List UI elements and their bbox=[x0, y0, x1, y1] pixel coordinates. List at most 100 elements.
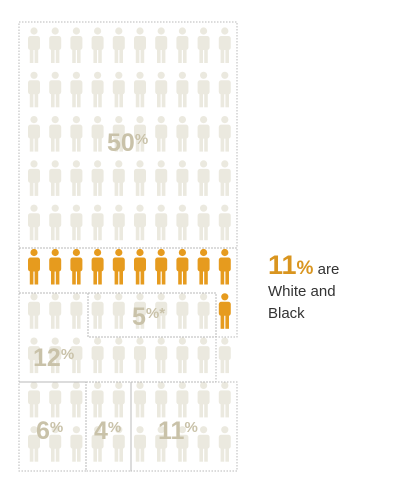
person-icon-highlight bbox=[91, 248, 104, 285]
person-icon bbox=[197, 337, 210, 374]
person-icon bbox=[197, 426, 210, 462]
person-icon bbox=[28, 337, 40, 374]
person-icon bbox=[28, 293, 40, 329]
person-icon bbox=[28, 426, 40, 462]
segment-label: 11% bbox=[158, 417, 198, 445]
person-icon bbox=[197, 160, 210, 196]
person-icon bbox=[28, 204, 40, 241]
segment-label: 12% bbox=[33, 344, 74, 372]
person-icon-highlight bbox=[70, 248, 83, 285]
segment-label: 6% bbox=[36, 417, 63, 445]
person-icon bbox=[91, 381, 104, 418]
person-icon bbox=[91, 293, 104, 329]
person-icon bbox=[28, 160, 40, 196]
person-icon bbox=[218, 337, 231, 374]
person-icon bbox=[134, 27, 146, 63]
segment-label: 5%* bbox=[132, 303, 165, 331]
person-icon bbox=[70, 160, 83, 196]
person-icon bbox=[49, 116, 62, 152]
person-icon bbox=[155, 27, 168, 63]
person-icon-highlight bbox=[28, 248, 40, 285]
person-icon bbox=[49, 160, 62, 196]
person-icon bbox=[112, 116, 125, 152]
person-icon bbox=[112, 381, 125, 418]
person-icon bbox=[134, 381, 146, 418]
person-icon bbox=[28, 71, 40, 108]
person-icon bbox=[91, 27, 104, 63]
person-icon bbox=[155, 160, 168, 196]
person-icon bbox=[91, 71, 104, 108]
segment-outline bbox=[18, 21, 238, 249]
person-icon bbox=[155, 381, 168, 418]
person-icon-highlight bbox=[49, 248, 62, 285]
person-icon bbox=[91, 204, 104, 241]
person-icon bbox=[112, 160, 125, 196]
person-icon bbox=[134, 426, 146, 462]
person-icon bbox=[112, 426, 125, 462]
person-icon bbox=[70, 71, 83, 108]
person-icon bbox=[155, 293, 168, 329]
person-icon bbox=[112, 337, 125, 374]
person-icon bbox=[91, 426, 104, 462]
person-icon-highlight bbox=[176, 248, 189, 285]
person-icon bbox=[49, 204, 62, 241]
person-icon-highlight bbox=[197, 248, 210, 285]
callout-text-1: are bbox=[313, 261, 340, 278]
person-icon-highlight bbox=[112, 248, 125, 285]
callout-text-2: White and bbox=[268, 283, 336, 300]
person-icon bbox=[28, 116, 40, 152]
person-icon bbox=[155, 204, 168, 241]
person-icon bbox=[197, 116, 210, 152]
person-icon bbox=[134, 293, 146, 329]
person-icon bbox=[155, 71, 168, 108]
person-icon bbox=[70, 381, 83, 418]
person-icon-highlight bbox=[218, 293, 231, 329]
person-icon bbox=[49, 426, 62, 462]
person-icon bbox=[155, 426, 168, 462]
person-icon bbox=[134, 204, 146, 241]
person-icon bbox=[176, 293, 189, 329]
person-icon bbox=[197, 381, 210, 418]
person-icon bbox=[218, 71, 231, 108]
person-icons bbox=[28, 27, 231, 462]
segment-outline bbox=[130, 381, 238, 472]
segment-label: 4% bbox=[94, 417, 121, 445]
person-icon bbox=[197, 204, 210, 241]
person-icon bbox=[112, 27, 125, 63]
segment-outline bbox=[85, 381, 132, 472]
person-icon bbox=[218, 204, 231, 241]
person-icon bbox=[49, 293, 62, 329]
person-icon bbox=[197, 27, 210, 63]
person-icon bbox=[49, 337, 62, 374]
person-icon bbox=[91, 116, 104, 152]
person-icon bbox=[218, 27, 231, 63]
person-icon bbox=[155, 116, 168, 152]
person-icon bbox=[134, 71, 146, 108]
person-icon bbox=[70, 116, 83, 152]
person-icon bbox=[91, 160, 104, 196]
person-icon bbox=[70, 27, 83, 63]
person-icon bbox=[176, 116, 189, 152]
person-icon bbox=[28, 381, 40, 418]
person-icon bbox=[176, 27, 189, 63]
person-icon bbox=[134, 116, 146, 152]
person-icon bbox=[197, 71, 210, 108]
segment-borders bbox=[18, 21, 238, 472]
person-icon bbox=[134, 160, 146, 196]
callout-text-3: Black bbox=[268, 305, 305, 322]
person-icon bbox=[70, 204, 83, 241]
person-icon bbox=[112, 71, 125, 108]
person-icon bbox=[49, 27, 62, 63]
segment-label: 50% bbox=[107, 129, 148, 157]
person-icon bbox=[28, 27, 40, 63]
person-icon bbox=[112, 293, 125, 329]
segment-outline bbox=[18, 381, 87, 472]
person-icon-highlight bbox=[155, 248, 168, 285]
person-icon bbox=[176, 204, 189, 241]
person-icon bbox=[218, 426, 231, 462]
person-icon-highlight bbox=[134, 248, 146, 285]
person-icon bbox=[176, 381, 189, 418]
highlight-callout: 11% are White and Black bbox=[268, 252, 398, 325]
person-icon bbox=[91, 337, 104, 374]
